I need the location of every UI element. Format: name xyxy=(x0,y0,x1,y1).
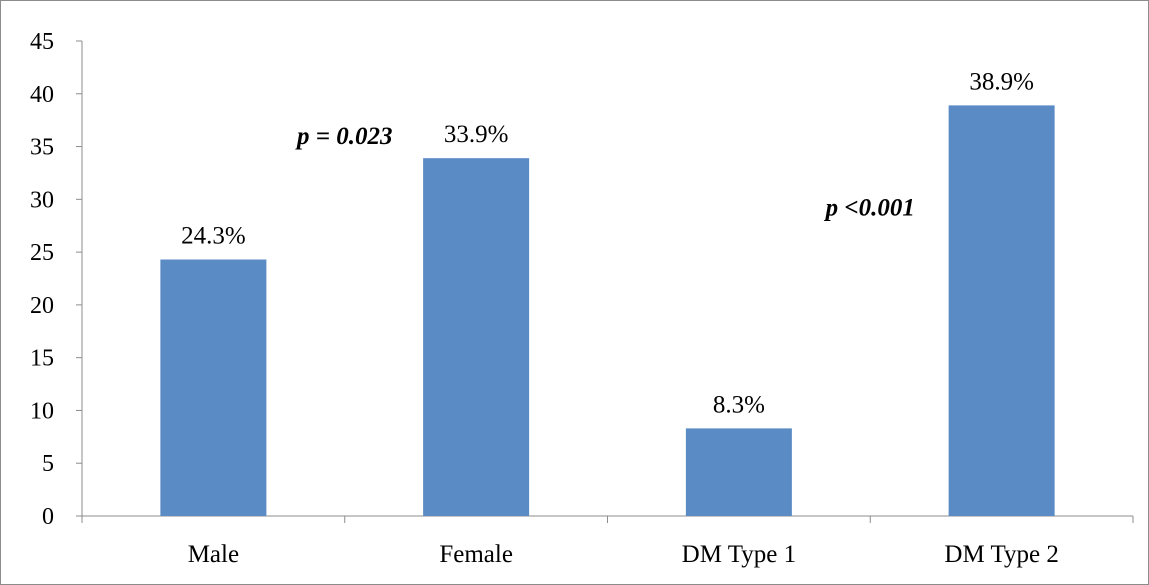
category-label: Female xyxy=(439,541,513,568)
data-label: 38.9% xyxy=(969,68,1034,95)
data-label: 33.9% xyxy=(444,121,509,148)
y-tick-label: 15 xyxy=(30,346,54,372)
bar xyxy=(423,158,530,516)
category-label: DM Type 1 xyxy=(682,541,796,568)
data-label: 8.3% xyxy=(713,391,765,418)
category-label: DM Type 2 xyxy=(944,541,1058,568)
y-tick-label: 5 xyxy=(42,451,54,477)
y-tick-label: 40 xyxy=(30,82,54,108)
y-tick-label: 35 xyxy=(30,135,54,161)
y-tick-label: 25 xyxy=(30,240,54,266)
annotations: p = 0.023 p <0.001 xyxy=(295,123,915,221)
y-tick-label: 20 xyxy=(30,293,54,319)
y-axis-ticks: 0 5 10 15 20 25 30 35 40 45 xyxy=(30,29,82,530)
y-tick-label: 30 xyxy=(30,187,54,213)
y-tick-label: 45 xyxy=(30,29,54,55)
category-label: Male xyxy=(188,541,239,568)
p-value-annotation: p <0.001 xyxy=(824,194,915,221)
data-label: 24.3% xyxy=(181,223,246,250)
bar xyxy=(948,105,1055,516)
bar xyxy=(685,428,792,516)
category-labels: Male Female DM Type 1 DM Type 2 xyxy=(188,541,1059,568)
y-tick-label: 10 xyxy=(30,398,54,424)
p-value-annotation: p = 0.023 xyxy=(295,123,393,150)
data-labels: 24.3% 33.9% 8.3% 38.9% xyxy=(181,68,1034,418)
y-tick-label: 0 xyxy=(42,504,54,530)
bars xyxy=(160,105,1055,516)
bar xyxy=(160,259,267,516)
